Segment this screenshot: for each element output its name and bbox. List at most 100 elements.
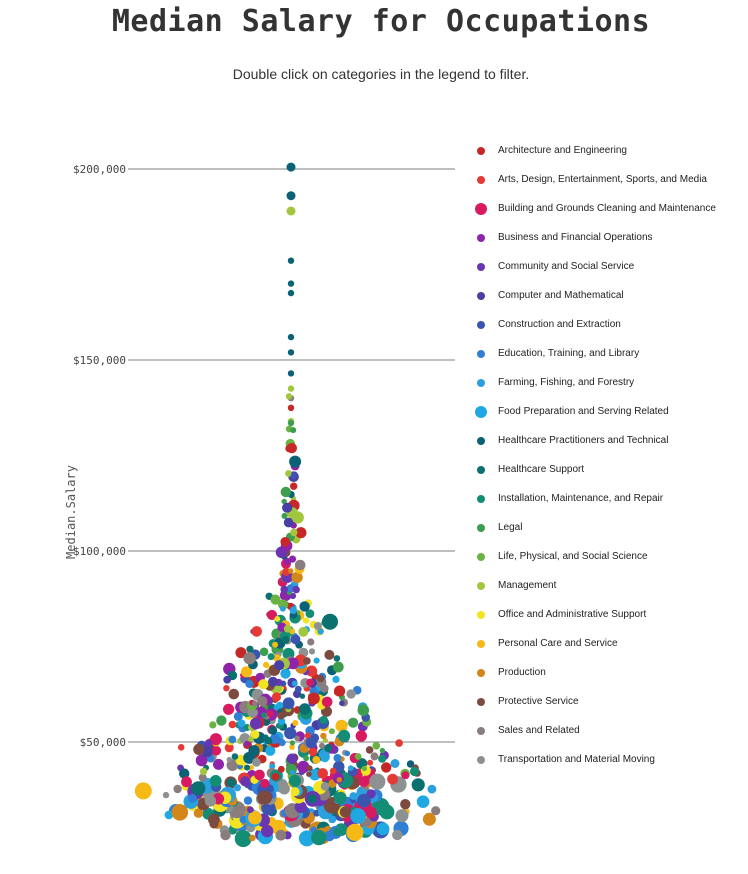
data-point[interactable]	[280, 668, 291, 679]
data-point[interactable]	[268, 726, 278, 735]
data-point[interactable]	[287, 280, 295, 287]
data-point[interactable]	[251, 626, 262, 637]
data-point[interactable]	[333, 655, 341, 662]
legend-item[interactable]: Farming, Fishing, and Forestry	[472, 368, 748, 397]
data-point[interactable]	[173, 784, 182, 794]
data-point[interactable]	[416, 795, 430, 808]
data-point[interactable]	[209, 775, 222, 787]
data-point[interactable]	[294, 685, 302, 693]
data-point[interactable]	[234, 830, 252, 848]
legend-item[interactable]: Building and Grounds Cleaning and Mainte…	[472, 194, 748, 223]
data-point[interactable]	[264, 736, 273, 745]
data-point[interactable]	[290, 787, 300, 797]
data-point[interactable]	[209, 721, 217, 729]
data-point[interactable]	[299, 601, 310, 612]
data-point[interactable]	[313, 622, 322, 630]
data-point[interactable]	[273, 654, 281, 662]
data-point[interactable]	[275, 829, 287, 841]
data-point[interactable]	[284, 727, 297, 740]
data-point[interactable]	[294, 735, 300, 742]
data-point[interactable]	[282, 697, 295, 710]
data-point[interactable]	[199, 767, 208, 776]
data-point[interactable]	[287, 404, 295, 411]
legend-item[interactable]: Office and Administrative Support	[472, 600, 748, 629]
data-point[interactable]	[333, 827, 342, 837]
data-point[interactable]	[271, 773, 280, 781]
data-point[interactable]	[422, 812, 436, 826]
data-point[interactable]	[411, 778, 425, 792]
data-point[interactable]	[286, 162, 296, 172]
data-point[interactable]	[248, 745, 260, 757]
legend-item[interactable]: Healthcare Practitioners and Technical	[472, 426, 748, 455]
data-point[interactable]	[280, 585, 289, 594]
data-point[interactable]	[289, 606, 297, 614]
data-point[interactable]	[281, 512, 288, 520]
data-point[interactable]	[269, 733, 280, 745]
data-point[interactable]	[339, 806, 352, 818]
data-point[interactable]	[228, 688, 240, 700]
data-point[interactable]	[307, 794, 317, 804]
data-point[interactable]	[228, 735, 237, 744]
legend-item[interactable]: Arts, Design, Entertainment, Sports, and…	[472, 165, 748, 194]
data-point[interactable]	[295, 527, 307, 539]
data-point[interactable]	[400, 799, 411, 810]
data-point[interactable]	[406, 760, 415, 768]
data-point[interactable]	[365, 806, 377, 819]
data-point[interactable]	[376, 822, 390, 836]
data-point[interactable]	[358, 776, 370, 787]
data-point[interactable]	[247, 806, 254, 813]
data-point[interactable]	[336, 777, 342, 783]
data-point[interactable]	[257, 696, 268, 707]
data-point[interactable]	[235, 647, 247, 659]
data-point[interactable]	[227, 778, 236, 787]
data-point[interactable]	[188, 794, 197, 803]
data-point[interactable]	[319, 715, 328, 724]
data-point[interactable]	[286, 442, 297, 454]
data-point[interactable]	[226, 756, 232, 763]
data-point[interactable]	[302, 617, 310, 624]
data-point[interactable]	[308, 747, 318, 757]
data-point[interactable]	[285, 393, 293, 400]
data-point[interactable]	[246, 645, 254, 653]
data-point[interactable]	[252, 700, 258, 707]
data-point[interactable]	[208, 813, 220, 826]
data-point[interactable]	[322, 613, 338, 630]
legend-item[interactable]: Personal Care and Service	[472, 629, 748, 658]
data-point[interactable]	[269, 763, 276, 770]
data-point[interactable]	[312, 756, 321, 764]
data-point[interactable]	[290, 472, 298, 480]
data-point[interactable]	[286, 753, 298, 765]
data-point[interactable]	[290, 634, 301, 645]
data-point[interactable]	[305, 609, 315, 618]
data-point[interactable]	[266, 710, 274, 718]
data-point[interactable]	[282, 567, 291, 576]
data-point[interactable]	[259, 790, 273, 805]
data-point[interactable]	[354, 753, 362, 760]
data-point[interactable]	[338, 729, 351, 743]
data-point[interactable]	[289, 744, 295, 750]
data-point[interactable]	[193, 808, 204, 818]
data-point[interactable]	[276, 701, 284, 709]
data-point[interactable]	[294, 801, 307, 813]
data-point[interactable]	[177, 744, 185, 751]
legend-item[interactable]: Life, Physical, and Social Science	[472, 542, 748, 571]
data-point[interactable]	[306, 665, 318, 677]
data-point[interactable]	[308, 648, 316, 655]
data-point[interactable]	[332, 675, 340, 684]
data-point[interactable]	[277, 711, 285, 720]
data-point[interactable]	[268, 676, 278, 687]
data-point[interactable]	[277, 717, 286, 726]
data-point[interactable]	[303, 755, 309, 762]
legend-item[interactable]: Management	[472, 571, 748, 600]
data-point[interactable]	[297, 760, 310, 774]
data-point[interactable]	[320, 782, 330, 791]
data-point[interactable]	[395, 809, 409, 823]
data-point[interactable]	[274, 616, 281, 622]
data-point[interactable]	[171, 804, 189, 821]
data-point[interactable]	[233, 784, 241, 792]
data-point[interactable]	[266, 609, 278, 621]
data-point[interactable]	[281, 636, 290, 644]
data-point[interactable]	[211, 745, 222, 756]
data-point[interactable]	[252, 758, 261, 767]
data-point[interactable]	[395, 739, 403, 747]
